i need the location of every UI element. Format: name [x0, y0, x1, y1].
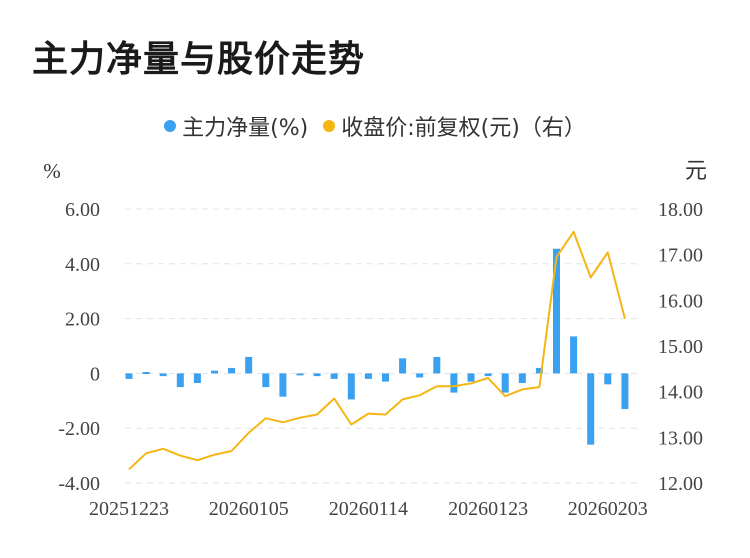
left-tick-label: 6.00: [65, 199, 100, 221]
net-flow-bar: [621, 373, 629, 410]
net-flow-bar: [313, 373, 321, 377]
right-tick-label: 18.00: [658, 199, 703, 221]
left-axis-unit: %: [43, 159, 61, 183]
x-tick-label: 20251223: [89, 498, 169, 520]
net-flow-bar: [484, 373, 492, 377]
net-flow-bar: [587, 373, 595, 445]
right-tick-label: 14.00: [658, 382, 703, 404]
right-tick-label: 16.00: [658, 290, 703, 312]
net-flow-bar: [553, 248, 560, 374]
net-flow-bar: [330, 373, 338, 379]
net-flow-bar: [279, 373, 287, 397]
right-tick-label: 12.00: [658, 473, 703, 495]
net-flow-bar: [467, 373, 475, 382]
right-tick-label: 13.00: [658, 427, 703, 449]
net-flow-bar: [416, 373, 424, 378]
net-flow-bar: [399, 358, 407, 374]
left-tick-label: 2.00: [65, 309, 100, 331]
net-flow-bar: [535, 367, 543, 374]
chart-legend: 主力净量(%) 收盘价:前复权(元)（右）: [0, 110, 750, 142]
net-flow-bar: [347, 373, 355, 400]
legend-label-close-price: 收盘价:前复权(元)（右）: [341, 116, 586, 141]
net-flow-bar: [193, 373, 201, 383]
net-flow-bar: [382, 373, 389, 382]
net-flow-bar: [176, 373, 184, 388]
net-flow-bar: [245, 356, 253, 374]
net-flow-bar: [570, 336, 578, 374]
left-tick-label: -4.00: [58, 473, 100, 495]
net-flow-bar: [262, 373, 270, 388]
net-flow-bar: [518, 373, 526, 383]
legend-dot-yellow-icon: [323, 120, 336, 132]
x-axis-ticks: 20251223 20260105 20260114 20260123 20260203: [89, 498, 648, 520]
net-flow-bar: [211, 370, 218, 374]
legend-dot-blue-icon: [164, 120, 177, 132]
net-flow-bar: [142, 372, 150, 375]
right-tick-label: 17.00: [658, 245, 703, 267]
net-flow-bar: [125, 373, 133, 379]
net-flow-bar: [364, 373, 372, 379]
right-axis-ticks: 18.00 17.00 16.00 15.00 14.00 13.00 12.00: [658, 199, 703, 495]
left-tick-label: 4.00: [65, 254, 100, 276]
net-flow-bar: [501, 373, 509, 393]
right-axis-unit: 元: [685, 159, 707, 184]
left-tick-label: -2.00: [58, 418, 100, 440]
net-flow-bar: [159, 373, 167, 377]
left-tick-label: 0: [90, 363, 100, 385]
x-tick-label: 20260114: [329, 498, 408, 520]
close-price-polyline: [128, 230, 626, 471]
legend-item-close-price[interactable]: 收盘价:前复权(元)（右）: [323, 110, 586, 142]
net-flow-bar: [433, 356, 441, 374]
net-flow-bar: [604, 373, 612, 385]
x-tick-label: 20260123: [448, 498, 528, 520]
net-flow-bar: [450, 373, 458, 393]
x-tick-label: 20260203: [568, 498, 648, 520]
net-flow-bar: [296, 373, 304, 376]
right-tick-label: 15.00: [658, 336, 703, 358]
left-axis-ticks: 6.00 4.00 2.00 0 -2.00 -4.00: [58, 199, 100, 495]
legend-item-net-flow[interactable]: 主力净量(%): [164, 110, 308, 142]
net-flow-bar: [228, 367, 236, 374]
net-flow-bars: [125, 248, 629, 445]
page-title: 主力净量与股价走势: [32, 39, 366, 80]
x-tick-label: 20260105: [209, 498, 289, 520]
grid-lines: [125, 208, 640, 484]
close-price-line: [128, 230, 626, 471]
legend-label-net-flow: 主力净量(%): [182, 116, 309, 141]
